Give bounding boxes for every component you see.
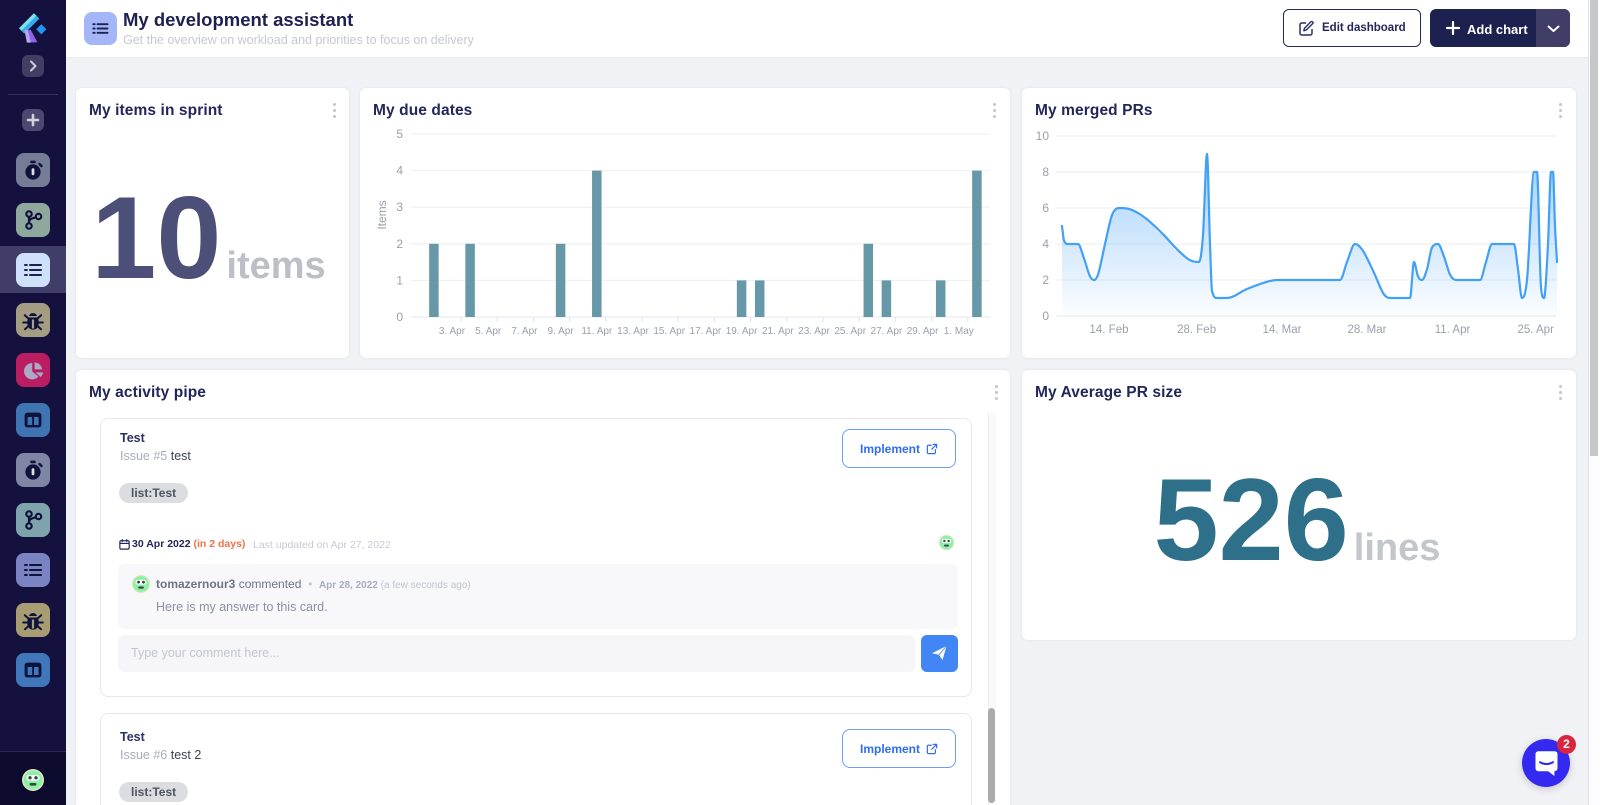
svg-text:19. Apr: 19. Apr — [726, 326, 758, 337]
svg-text:7. Apr: 7. Apr — [511, 326, 538, 337]
svg-text:4: 4 — [396, 164, 403, 178]
svg-text:15. Apr: 15. Apr — [653, 326, 685, 337]
svg-text:28. Mar: 28. Mar — [1348, 324, 1387, 336]
svg-text:11. Apr: 11. Apr — [1435, 324, 1471, 336]
svg-text:1. May: 1. May — [944, 326, 974, 337]
svg-text:5. Apr: 5. Apr — [475, 326, 502, 337]
svg-text:0: 0 — [396, 310, 403, 324]
svg-text:1: 1 — [396, 273, 403, 287]
svg-text:0: 0 — [1042, 309, 1049, 323]
svg-text:25. Apr: 25. Apr — [834, 326, 866, 337]
svg-text:23. Apr: 23. Apr — [798, 326, 830, 337]
svg-text:29. Apr: 29. Apr — [907, 326, 939, 337]
svg-text:8: 8 — [1042, 165, 1049, 179]
svg-text:Items: Items — [375, 200, 389, 229]
svg-text:2: 2 — [1042, 273, 1049, 287]
svg-text:21. Apr: 21. Apr — [762, 326, 794, 337]
svg-text:6: 6 — [1042, 201, 1049, 215]
svg-text:13. Apr: 13. Apr — [617, 326, 649, 337]
svg-text:3. Apr: 3. Apr — [439, 326, 466, 337]
svg-text:3: 3 — [396, 200, 403, 214]
svg-text:27. Apr: 27. Apr — [871, 326, 903, 337]
svg-text:5: 5 — [396, 127, 403, 141]
svg-text:11. Apr: 11. Apr — [581, 326, 613, 337]
svg-text:9. Apr: 9. Apr — [548, 326, 575, 337]
svg-text:10: 10 — [1036, 129, 1050, 143]
svg-text:2: 2 — [396, 237, 403, 251]
svg-text:14. Mar: 14. Mar — [1263, 324, 1302, 336]
svg-text:14. Feb: 14. Feb — [1090, 324, 1129, 336]
svg-text:17. Apr: 17. Apr — [690, 326, 722, 337]
svg-text:25. Apr: 25. Apr — [1517, 324, 1554, 336]
svg-text:4: 4 — [1042, 237, 1049, 251]
svg-text:28. Feb: 28. Feb — [1177, 324, 1216, 336]
